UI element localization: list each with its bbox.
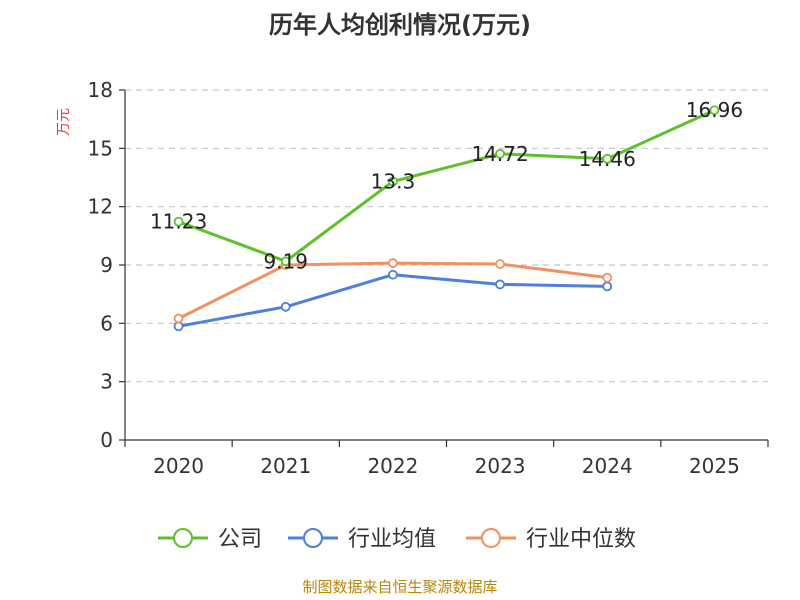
grid-lines bbox=[125, 89, 768, 383]
axes: 0 3 6 9 12 15 18 2020 2021 2022 2023 2024 2025 bbox=[88, 78, 769, 478]
y-tick-label: 3 bbox=[100, 370, 113, 394]
source-note: 制图数据来自恒生聚源数据库 bbox=[302, 578, 497, 596]
data-point bbox=[495, 259, 505, 269]
legend-label: 公司 bbox=[218, 527, 262, 552]
y-tick-label: 12 bbox=[88, 195, 113, 219]
data-label: 14.46 bbox=[579, 147, 636, 171]
data-point bbox=[173, 313, 184, 324]
y-tick-label: 15 bbox=[88, 136, 113, 160]
data-point bbox=[709, 105, 720, 116]
y-tick-label: 18 bbox=[88, 78, 113, 102]
y-tick-label: 9 bbox=[100, 253, 113, 277]
x-tick-label: 2021 bbox=[260, 454, 311, 478]
data-label: 11.23 bbox=[150, 210, 207, 234]
series-line-1 bbox=[178, 273, 608, 328]
data-point bbox=[388, 176, 398, 187]
data-label: 14.72 bbox=[471, 142, 528, 166]
y-tick-label: 6 bbox=[100, 311, 113, 335]
data-label: 16.96 bbox=[686, 98, 743, 122]
data-label: 9.19 bbox=[263, 249, 308, 273]
chart-title: 历年人均创利情况(万元) bbox=[269, 11, 531, 39]
data-point bbox=[495, 279, 505, 290]
legend-label: 行业中位数 bbox=[526, 527, 636, 552]
data-point bbox=[173, 216, 184, 227]
legend-marker bbox=[303, 528, 323, 548]
data-point bbox=[280, 256, 291, 267]
data-point bbox=[388, 269, 398, 280]
data-point bbox=[173, 321, 184, 332]
legend-marker bbox=[481, 528, 501, 548]
x-tick-label: 2022 bbox=[367, 454, 418, 478]
x-tick-label: 2023 bbox=[475, 454, 526, 478]
x-tick-label: 2025 bbox=[689, 454, 740, 478]
data-point bbox=[602, 153, 613, 164]
legend-label: 行业均值 bbox=[348, 527, 436, 552]
data-label: 13.3 bbox=[371, 169, 416, 193]
x-tick-label: 2024 bbox=[582, 454, 633, 478]
y-axis-label: 万元 bbox=[56, 108, 72, 136]
data-point bbox=[495, 148, 505, 159]
data-point bbox=[602, 272, 613, 283]
legend-marker bbox=[173, 528, 193, 548]
series-layer bbox=[173, 105, 720, 332]
data-point bbox=[280, 301, 291, 312]
data-point bbox=[602, 281, 613, 292]
y-tick-label: 0 bbox=[100, 428, 113, 452]
x-tick-label: 2020 bbox=[153, 454, 204, 478]
legend: 公司 行业均值 行业中位数 bbox=[158, 527, 636, 552]
series-line-0 bbox=[178, 108, 716, 263]
data-point bbox=[388, 258, 398, 268]
data-labels: 11.23 9.19 13.3 14.72 14.46 16.96 bbox=[150, 98, 743, 273]
